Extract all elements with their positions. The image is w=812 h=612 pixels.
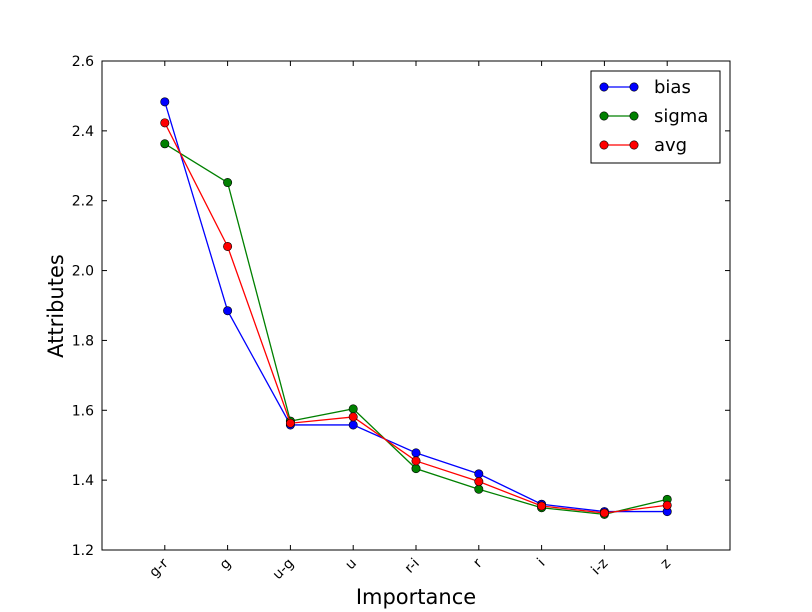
data-point-bias: [223, 306, 233, 316]
x-tick-label: g-r: [146, 555, 171, 580]
y-tick-label: 1.4: [72, 473, 94, 489]
data-point-sigma: [411, 464, 421, 474]
legend-items: bias sigma avg: [599, 77, 708, 156]
legend-marker-avg: [629, 140, 639, 150]
legend-label-bias: bias: [654, 77, 691, 98]
y-axis-title: Attributes: [44, 254, 68, 358]
data-point-avg: [662, 500, 672, 510]
y-tick-label: 2.4: [72, 124, 94, 140]
legend-label-sigma: sigma: [654, 106, 708, 127]
legend: bias sigma avg: [590, 70, 721, 164]
x-tick-label: z: [658, 556, 675, 573]
legend-marker-bias: [629, 82, 639, 92]
data-point-avg: [411, 456, 421, 466]
legend-marker-sigma: [599, 111, 609, 121]
y-axis-ticks: 1.2 1.4 1.6 1.8 2.0 2.2 2.4 2.6: [72, 54, 730, 559]
data-point-bias: [411, 448, 421, 458]
x-axis-title: Importance: [356, 585, 476, 609]
x-tick-label: r-i: [402, 556, 423, 577]
data-point-sigma: [474, 484, 484, 494]
y-tick-label: 2.6: [72, 54, 94, 70]
legend-marker-sigma: [629, 111, 639, 121]
data-point-avg: [537, 501, 547, 511]
y-tick-label: 2.0: [72, 264, 94, 280]
y-tick-label: 1.6: [72, 403, 94, 419]
legend-box: [590, 70, 721, 164]
legend-label-avg: avg: [654, 135, 687, 156]
data-point-bias: [348, 420, 358, 430]
x-tick-label: u: [342, 556, 360, 574]
data-point-avg: [474, 477, 484, 487]
y-tick-label: 1.2: [72, 543, 94, 559]
y-tick-label: 1.8: [72, 333, 94, 349]
x-tick-label: i-z: [588, 556, 611, 579]
x-tick-label: g: [217, 556, 235, 574]
legend-marker-avg: [599, 140, 609, 150]
data-point-avg: [160, 118, 170, 128]
x-tick-label: u-g: [270, 556, 297, 583]
y-tick-label: 2.2: [72, 194, 94, 210]
series-layer: [160, 97, 672, 519]
legend-marker-bias: [599, 82, 609, 92]
data-point-sigma: [160, 139, 170, 149]
data-point-avg: [285, 418, 295, 428]
data-point-avg: [599, 508, 609, 518]
data-point-sigma: [223, 178, 233, 188]
x-tick-label: r: [470, 555, 486, 571]
data-point-sigma: [348, 404, 358, 414]
x-tick-label: i: [534, 556, 548, 570]
data-point-avg: [348, 412, 358, 422]
data-point-bias: [474, 469, 484, 479]
data-point-bias: [160, 97, 170, 107]
data-point-avg: [223, 241, 233, 251]
